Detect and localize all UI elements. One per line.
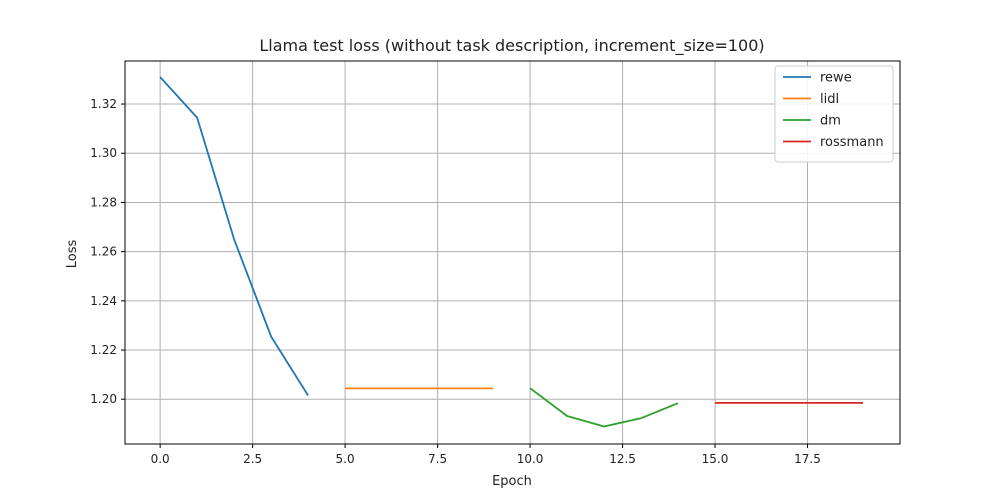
legend-label-rossmann: rossmann [820,135,884,150]
legend-label-lidl: lidl [820,92,839,107]
y-tick-label: 1.32 [90,97,117,111]
x-tick-label: 0.0 [151,452,170,466]
y-axis-ticks: 1.20 1.22 1.24 1.26 1.28 1.30 1.32 [90,97,125,406]
series-line-rewe [159,76,309,396]
series-line-dm [529,387,679,428]
y-tick-label: 1.28 [90,195,117,209]
x-tick-label: 2.5 [243,452,262,466]
x-axis-ticks: 0.0 2.5 5.0 7.5 10.0 12.5 15.0 17.5 [151,444,821,466]
plot-area-frame [124,60,901,445]
legend: rewe lidl dm rossmann [774,65,894,163]
legend-label-rewe: rewe [820,71,852,86]
x-axis-label: Epoch [492,474,532,489]
x-tick-label: 17.5 [794,452,821,466]
x-tick-label: 7.5 [428,452,447,466]
y-tick-label: 1.20 [90,392,117,406]
x-tick-label: 12.5 [609,452,636,466]
y-tick-label: 1.30 [90,146,117,160]
series-layer [159,76,863,428]
y-tick-label: 1.26 [90,245,117,259]
y-tick-label: 1.24 [90,294,117,308]
y-axis-label: Loss [65,240,80,269]
x-tick-label: 5.0 [336,452,355,466]
y-tick-label: 1.22 [90,343,117,357]
x-tick-label: 10.0 [517,452,544,466]
chart-title: Llama test loss (without task descriptio… [259,36,764,56]
legend-box [774,65,894,163]
x-tick-label: 15.0 [702,452,729,466]
legend-label-dm: dm [820,114,841,129]
